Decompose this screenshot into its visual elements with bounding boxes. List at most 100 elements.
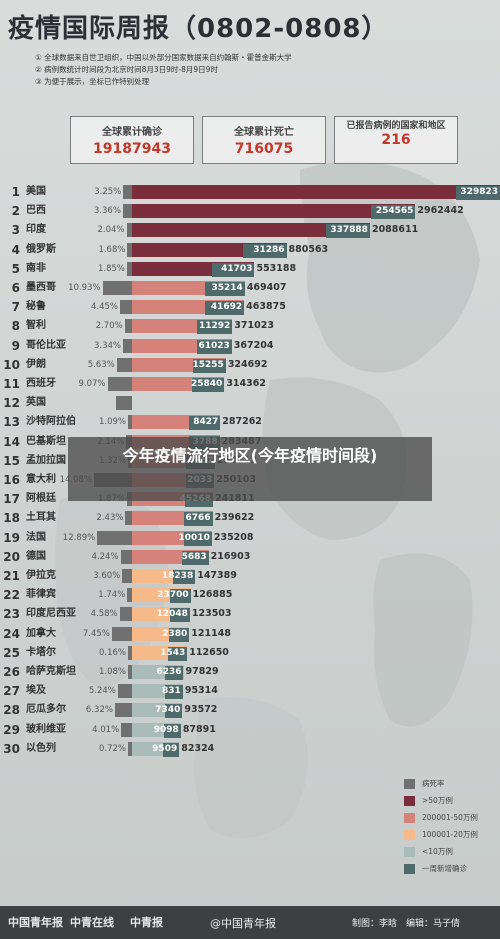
- country-row: 5 南非 1.85% 41703 553188: [0, 261, 500, 277]
- cases-label: 235208: [213, 531, 254, 543]
- weekly-new-bar: [192, 358, 226, 373]
- country-name: 伊朗: [26, 358, 46, 370]
- country-name: 英国: [26, 397, 46, 409]
- country-row: 20 德国 4.24% 5683 216903: [0, 549, 500, 565]
- deaths-label: 35214: [211, 283, 243, 293]
- deaths-label: 7340: [155, 705, 181, 716]
- country-name: 智利: [26, 320, 46, 332]
- weekly-new-bar: [173, 570, 196, 584]
- cases-label: 239622: [214, 512, 255, 524]
- rank-number: 27: [3, 684, 20, 699]
- fatality-rate-bar: [114, 703, 132, 718]
- cases-label: 123503: [191, 608, 232, 620]
- cases-bar: 6766: [132, 511, 213, 527]
- deaths-label: 9509: [152, 743, 178, 754]
- country-name: 哥伦比亚: [26, 339, 66, 351]
- deaths-label: 11292: [198, 321, 231, 332]
- country-row: 29 玻利维亚 4.01% 9098 87891: [0, 722, 500, 738]
- rank-number: 2: [11, 204, 20, 219]
- fatality-rate-label: 4.01%: [92, 724, 120, 735]
- country-row: 24 加拿大 7.45% 2380 121148: [0, 626, 500, 642]
- rank-number: 26: [3, 665, 20, 679]
- deaths-label: 25840: [191, 379, 223, 389]
- country-row: 2 巴西 3.36% 254565 2962442: [0, 203, 500, 220]
- country-name: 印度尼西亚: [26, 608, 76, 620]
- fatality-rate-label: 1.08%: [98, 667, 126, 677]
- rank-number: 11: [3, 377, 20, 391]
- note-3: ③ 为便于展示，坐标已作特别处理: [35, 77, 150, 86]
- rank-number: 13: [3, 415, 20, 430]
- country-name: 印度: [26, 224, 46, 236]
- deaths-label: 1543: [160, 647, 186, 658]
- rank-number: 29: [3, 722, 20, 737]
- legend-label: >50万例: [422, 796, 453, 805]
- fatality-rate-bar: [126, 223, 132, 238]
- cases-label: 216903: [210, 550, 251, 562]
- cases-label: 880563: [288, 243, 329, 255]
- fatality-rate-label: 4.58%: [90, 609, 118, 620]
- weekly-new-bar: [183, 531, 212, 546]
- country-row: 21 伊拉克 3.60% 18238 147389: [0, 568, 500, 584]
- fatality-rate-bar: [127, 588, 132, 603]
- cases-bar: 337888: [132, 223, 370, 239]
- rank-number: 12: [3, 396, 20, 411]
- weekly-new-bar: [371, 205, 416, 220]
- country-row: 19 法国 12.89% 10010 235208: [0, 530, 500, 546]
- cases-label: 314362: [226, 378, 266, 389]
- legend-swatch: [404, 830, 415, 840]
- rank-number: 3: [11, 223, 20, 238]
- legend-label: 200001-50万例: [422, 813, 478, 822]
- cases-bar: 12048: [132, 607, 190, 623]
- cases-bar: 10010: [132, 530, 212, 546]
- country-row: 26 哈萨克斯坦 1.08% 6236 97829: [0, 664, 500, 680]
- fatality-rate-label: 6.32%: [85, 705, 113, 716]
- rank-number: 16: [3, 473, 20, 487]
- fatality-rate-label: 1.85%: [97, 263, 125, 274]
- cases-bar: 35214: [132, 281, 245, 296]
- footer-logo-3: 中青报: [130, 916, 163, 929]
- legend-swatch: [404, 796, 415, 806]
- country-row: 3 印度 2.04% 337888 2088611: [0, 222, 500, 239]
- credits: 制图：李晗 编辑：马子倩: [352, 919, 461, 929]
- country-name: 意大利: [26, 474, 56, 485]
- country-name: 埃及: [26, 685, 46, 697]
- legend-label: 100001-20万例: [422, 830, 478, 839]
- deaths-label: 61023: [198, 340, 230, 351]
- fatality-rate-bar: [125, 511, 132, 526]
- weekly-new-bar: [197, 320, 233, 335]
- weekly-new-bar: [169, 608, 190, 623]
- rank-number: 30: [3, 741, 20, 756]
- cases-bar: 8427: [132, 415, 221, 431]
- weekly-new-bar: [211, 262, 255, 277]
- cases-label: 112650: [189, 646, 229, 658]
- cases-bar: 9098: [132, 722, 181, 738]
- country-row: 9 哥伦比亚 3.34% 61023 367204: [0, 338, 500, 354]
- weekly-new-bar: [181, 550, 209, 565]
- fatality-rate-label: 3.60%: [93, 571, 121, 581]
- rank-number: 15: [3, 453, 20, 468]
- fatality-rate-label: 3.36%: [93, 206, 121, 217]
- cases-label: 2088611: [371, 224, 419, 236]
- country-name: 法国: [26, 531, 46, 543]
- rank-number: 10: [3, 357, 20, 372]
- legend-swatch: [404, 779, 415, 789]
- fatality-rate-bar: [123, 185, 132, 199]
- country-name: 阿根廷: [26, 493, 56, 505]
- cases-label: 469407: [246, 282, 287, 293]
- fatality-rate-label: 10.93%: [68, 283, 101, 293]
- cases-bar: 5683: [132, 549, 209, 565]
- fatality-rate-bar: [121, 722, 132, 737]
- cases-label: 82324: [181, 742, 215, 754]
- deaths-label: 41692: [210, 302, 243, 313]
- weekly-new-bar: [192, 378, 225, 392]
- fatality-rate-bar: [120, 549, 132, 564]
- country-row: 13 沙特阿拉伯 1.09% 8427 287262: [0, 414, 500, 431]
- rank-number: 24: [3, 626, 20, 641]
- fatality-rate-bar: [116, 357, 132, 372]
- legend-swatch: [404, 847, 415, 857]
- country-row: 22 菲律宾 1.74% 23700 126885: [0, 587, 500, 604]
- cases-bar: 1543: [132, 645, 188, 661]
- fatality-rate-label: 3.34%: [93, 340, 121, 351]
- cases-bar: 18238: [132, 569, 196, 584]
